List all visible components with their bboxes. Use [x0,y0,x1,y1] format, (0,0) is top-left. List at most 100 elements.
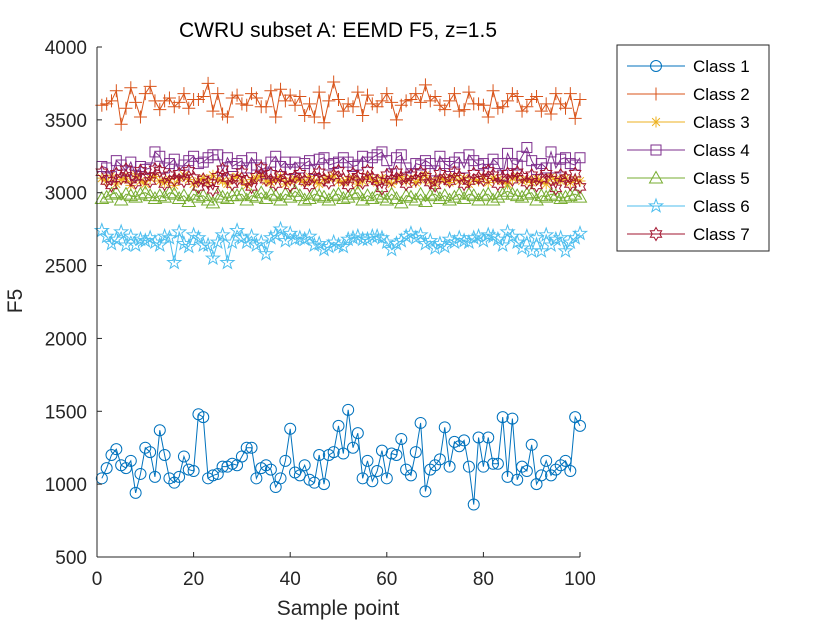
data-point [433,453,446,466]
data-point [268,188,284,202]
data-point [554,459,567,472]
data-point [259,100,273,114]
data-point [153,424,166,437]
y-tick-label: 3500 [45,111,87,132]
data-point [409,446,422,459]
data-point [231,171,243,183]
legend-entry: Class 1 [627,57,750,76]
series-2 [95,75,587,131]
data-point [422,188,438,202]
data-point [296,230,313,247]
data-point [520,465,533,478]
data-point [413,186,428,200]
data-point [99,189,115,203]
data-point [94,191,110,205]
data-point [240,441,253,454]
data-point [154,150,166,162]
data-point [563,176,577,192]
data-point [447,189,462,203]
data-point [389,191,404,205]
data-point [173,470,186,483]
data-point [129,175,143,191]
data-point [307,169,321,185]
data-point [250,172,262,184]
legend-marker [650,116,662,128]
legend: Class 1 Class 2 Class 3 Class 4 Class 5 Class… [616,44,770,252]
data-point [414,416,427,429]
data-point [327,167,341,183]
data-point [462,460,475,473]
data-point [342,403,355,416]
data-point [559,454,572,467]
data-point [196,90,210,104]
data-point [159,177,171,189]
data-point [312,164,326,180]
series-line [101,80,581,125]
data-point [110,443,123,456]
data-point [259,172,273,188]
data-point [545,146,557,158]
data-point [529,192,544,206]
legend-label: Class 1 [693,57,750,76]
data-point [225,176,239,192]
data-point [119,101,133,115]
data-point [386,178,398,190]
data-point [501,94,515,108]
data-point [264,463,277,476]
data-point [438,103,452,117]
data-point [129,95,143,109]
data-point [283,88,297,102]
data-point [244,188,259,202]
data-point [520,175,534,191]
x-tick-label: 100 [564,569,596,590]
data-point [437,188,453,202]
data-point [447,87,461,101]
series-6 [93,220,589,270]
legend-label: Class 7 [693,225,750,244]
data-point [306,186,322,200]
data-point [538,189,554,203]
data-point [361,454,374,467]
data-point [137,232,154,248]
data-point [375,94,389,108]
data-point [147,191,163,205]
data-point [559,101,573,115]
data-point [249,91,263,105]
x-tick-label: 60 [376,569,397,590]
data-point [467,498,480,511]
legend-label: Class 3 [693,113,750,132]
data-point [351,85,365,99]
data-point [109,84,123,98]
data-point [228,222,246,238]
data-point [360,163,374,179]
data-point [234,186,250,200]
data-point [514,189,530,203]
legend-entry: Class 2 [627,85,750,104]
legend-marker [650,60,662,72]
data-point [491,457,504,470]
data-point [344,229,362,245]
data-point [257,245,275,261]
data-point [534,188,549,202]
data-point [448,171,460,183]
data-point [153,163,167,179]
data-point [284,422,297,435]
data-point [455,232,473,248]
data-point [424,175,436,187]
data-point [144,446,157,459]
legend-box [616,44,770,252]
data-point [404,469,417,482]
data-point [515,169,529,185]
data-point [371,177,383,189]
data-point [204,249,222,266]
data-point [274,82,288,96]
data-point [501,166,515,182]
legend-marker [648,170,664,184]
data-point [143,173,157,189]
data-point [326,188,342,202]
data-point [539,166,553,182]
data-point [419,485,432,498]
y-tick-label: 1000 [45,475,87,496]
data-point [303,97,317,111]
data-point [476,188,491,202]
